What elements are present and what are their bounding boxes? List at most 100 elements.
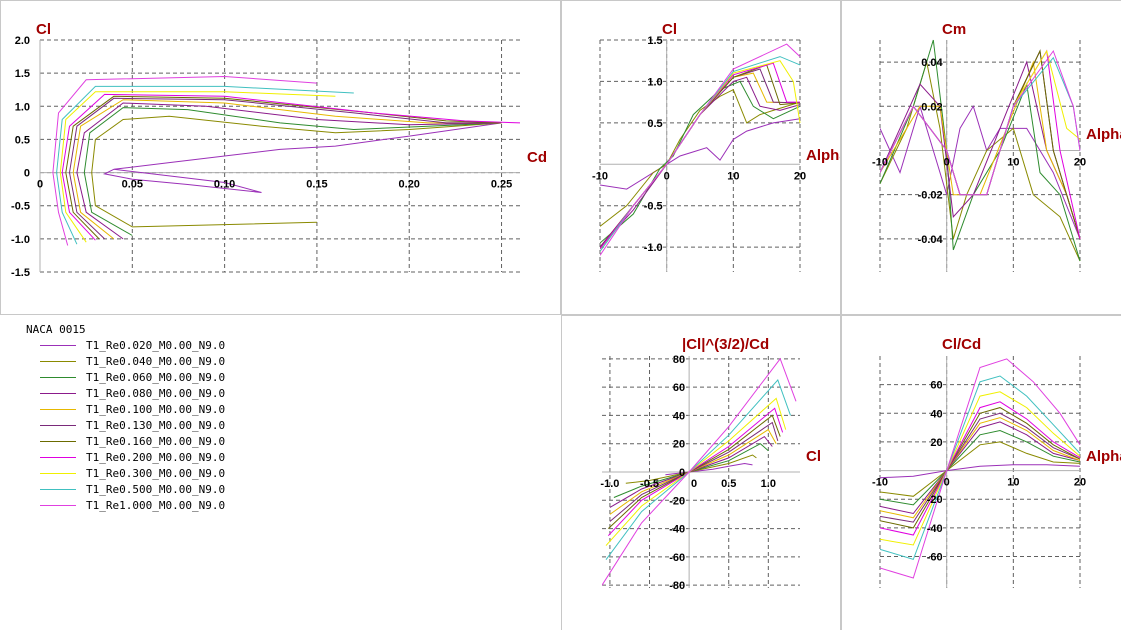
series-line — [605, 397, 787, 546]
frame-top — [0, 0, 1121, 1]
series-line — [880, 61, 1081, 262]
series-line — [602, 357, 797, 586]
x-tick-label: -10 — [592, 170, 608, 182]
y-tick-label: -0.02 — [918, 190, 943, 202]
cm-alpha-chart: -10 0 10 20 -0.04 -0.02 0.02 0.04 Cm Alpha — [872, 21, 1121, 272]
cl-alpha-chart: -10 0 10 20 -1.0 -0.5 0.5 1.0 1.5Cl Alpha — [592, 21, 841, 272]
y-tick-label: -1.0 — [11, 234, 30, 246]
series-line — [880, 60, 1081, 240]
series-line — [59, 91, 336, 243]
y-tick-label: 20 — [930, 437, 942, 449]
series-line — [880, 401, 1081, 536]
grid — [879, 356, 1081, 588]
x-tick-label: 0 — [691, 478, 697, 490]
series-line — [880, 358, 1081, 579]
series-line — [625, 454, 757, 484]
legend-swatch — [40, 505, 76, 506]
series-line — [880, 49, 1081, 240]
x-tick-label: 0 — [944, 477, 950, 489]
series-line — [600, 64, 801, 250]
series-line — [56, 85, 354, 245]
x-tick-label: -10 — [872, 477, 888, 489]
legend-swatch — [40, 441, 76, 442]
y-tick-label: -60 — [669, 552, 685, 564]
legend-panel: NACA 0015 T1_Re0.020_M0.00_N9.0 T1_Re0.04… — [0, 315, 561, 630]
x-tick-label: 0.15 — [306, 179, 327, 191]
legend-label: T1_Re1.000_M0.00_N9.0 — [86, 499, 226, 512]
x-tick-label: 0 — [664, 170, 670, 182]
series-line — [103, 122, 502, 193]
x-tick-label: 20 — [794, 170, 806, 182]
y-tick-label: 0 — [24, 168, 30, 180]
x-tick-label: 0 — [944, 156, 950, 168]
y-tick-label: -0.5 — [644, 201, 663, 213]
cm-alpha-chart-panel: -10 0 10 20 -0.04 -0.02 0.02 0.04 Cm Alpha — [842, 0, 1121, 315]
legend-swatch — [40, 377, 76, 378]
frame-left — [0, 0, 1, 315]
series-line — [72, 99, 502, 240]
y-tick-label: 2.0 — [15, 35, 30, 47]
y-tick-label: 40 — [673, 410, 685, 422]
y-tick-label: 0 — [679, 467, 685, 479]
y-tick-label: 1.0 — [15, 101, 30, 113]
x-tick-label: 20 — [1074, 156, 1086, 168]
series-line — [83, 107, 502, 236]
grid — [39, 39, 520, 273]
divider-horizontal-right — [562, 314, 1121, 316]
y-tick-label: 0.5 — [647, 118, 662, 130]
legend-label: T1_Re0.130_M0.00_N9.0 — [86, 419, 226, 432]
series-line — [52, 75, 317, 246]
endurance-chart-panel: -1.0 -0.5 0.5 1.0 0 -80 -60 -40 -20 0 20 40 60 80 |Cl|… — [562, 316, 841, 630]
x-tick-label: 0 — [37, 179, 43, 191]
series-line — [600, 68, 801, 248]
x-tick-label: 0.20 — [399, 179, 420, 191]
x-tick-label: 1.0 — [761, 478, 776, 490]
y-tick-label: 40 — [930, 408, 942, 420]
series-line — [600, 62, 800, 250]
y-tick-label: 20 — [673, 439, 685, 451]
series-line — [607, 407, 784, 537]
y-tick-label: -20 — [927, 494, 943, 506]
legend-label: T1_Re0.020_M0.00_N9.0 — [86, 339, 226, 352]
series-line — [613, 443, 769, 498]
series-line — [880, 417, 1081, 519]
y-tick-label: -0.04 — [918, 234, 944, 246]
legend-swatch — [40, 409, 76, 410]
x-axis-label: Alpha — [1086, 126, 1121, 143]
legend-swatch — [40, 345, 76, 346]
legend-label: T1_Re0.060_M0.00_N9.0 — [86, 371, 226, 384]
y-tick-label: -60 — [927, 551, 943, 563]
series-line — [609, 428, 777, 515]
y-tick-label: 0.02 — [921, 101, 942, 113]
x-tick-label: -0.5 — [640, 478, 659, 490]
y-tick-label: 80 — [673, 354, 685, 366]
series-group — [880, 39, 1081, 262]
legend-label: T1_Re0.160_M0.00_N9.0 — [86, 435, 226, 448]
series-line — [600, 76, 801, 248]
y-tick-label: -40 — [669, 524, 685, 536]
series-line — [68, 97, 502, 240]
series-line — [880, 464, 1081, 479]
series-line — [880, 412, 1081, 523]
y-tick-label: 60 — [673, 382, 685, 394]
series-line — [600, 56, 801, 252]
series-line — [880, 104, 1081, 240]
series-group — [600, 43, 801, 256]
x-tick-label: 10 — [1007, 156, 1019, 168]
series-group — [880, 358, 1081, 579]
y-tick-label: -1.0 — [644, 242, 663, 254]
series-line — [600, 43, 801, 256]
x-tick-label: 20 — [1074, 477, 1086, 489]
series-line — [609, 435, 773, 508]
legend-label: T1_Re0.500_M0.00_N9.0 — [86, 483, 226, 496]
legend-swatch — [40, 425, 76, 426]
legend-label: T1_Re0.200_M0.00_N9.0 — [86, 451, 226, 464]
series-line — [600, 118, 801, 190]
polar-chart: 0 0.05 0.10 0.15 0.20 0.25 -1.5 -1.0 -0.5 0 0.5 1.0… — [11, 21, 547, 279]
y-tick-label: 60 — [930, 380, 942, 392]
series-line — [600, 72, 801, 248]
series-line — [61, 93, 521, 241]
series-line — [880, 49, 1081, 196]
y-axis-label: Cl/Cd — [942, 336, 981, 353]
y-tick-label: 1.5 — [647, 35, 662, 47]
